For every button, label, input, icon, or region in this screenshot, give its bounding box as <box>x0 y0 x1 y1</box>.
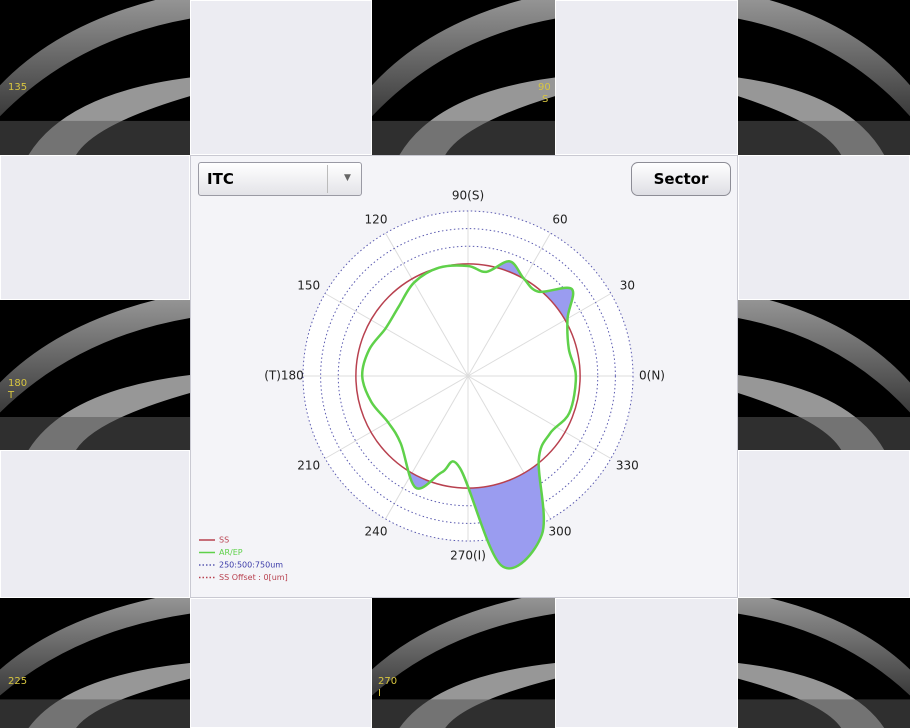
angle-label: 90 <box>538 82 551 93</box>
legend-label: 250:500:750um <box>219 561 283 570</box>
angle-tick-label: 30 <box>620 279 635 293</box>
oct-image <box>738 300 910 450</box>
range-ring <box>302 210 634 542</box>
oct-image <box>372 598 555 728</box>
empty-cell <box>555 598 738 728</box>
oct-image <box>0 300 190 450</box>
legend-label: SS Offset : 0[um] <box>219 573 288 582</box>
empty-cell <box>0 450 190 598</box>
empty-cell <box>738 155 910 300</box>
angle-label: 270 <box>378 676 398 687</box>
angle-label: T <box>8 390 15 401</box>
empty-cell <box>190 0 372 155</box>
empty-cell <box>0 155 190 300</box>
oct-image <box>0 0 190 155</box>
angle-tick-label: 150 <box>297 279 320 293</box>
empty-cell <box>738 450 910 598</box>
angle-tick-label: 330 <box>616 459 639 473</box>
mode-dropdown[interactable]: ITC ▼ <box>198 162 362 196</box>
legend-label: SS <box>219 536 229 545</box>
angle-tick-label: 210 <box>297 459 320 473</box>
ar-ep-curve <box>360 260 578 570</box>
oct-image <box>0 598 190 728</box>
empty-cell <box>555 0 738 155</box>
angle-label: 180 <box>8 378 28 389</box>
angle-tick-label: 90(S) <box>452 189 484 203</box>
excess-fill <box>362 261 576 569</box>
analysis-panel: ITC ▼ Sector 90(S) 60 30 0(N) 330 300 270(I) 24… <box>190 155 738 598</box>
angle-label: 225 <box>8 676 28 687</box>
sector-button[interactable]: Sector <box>631 162 731 196</box>
oct-image <box>738 0 910 155</box>
angle-tick-label: 0(N) <box>639 369 665 383</box>
angle-tick-label: 60 <box>552 213 567 227</box>
legend-label: AR/EP <box>219 548 243 557</box>
angle-tick-label: (T)180 <box>264 369 304 383</box>
angle-label: 135 <box>8 82 28 93</box>
polar-chart: 90(S) 60 30 0(N) 330 300 270(I) 240 210 (T)180 150… <box>199 189 665 582</box>
angle-tick-label: 120 <box>365 213 388 227</box>
empty-cell <box>190 598 372 728</box>
angle-tick-label: 270(I) <box>450 549 486 563</box>
oct-image <box>372 0 555 155</box>
angle-tick-label: 240 <box>365 524 388 538</box>
dropdown-value: ITC <box>207 170 234 188</box>
angle-tick-label: 300 <box>549 524 572 538</box>
angle-label: I <box>378 688 381 699</box>
oct-image <box>738 598 910 728</box>
range-ring <box>337 245 599 507</box>
angle-label: S <box>542 94 549 105</box>
range-ring <box>320 228 616 524</box>
